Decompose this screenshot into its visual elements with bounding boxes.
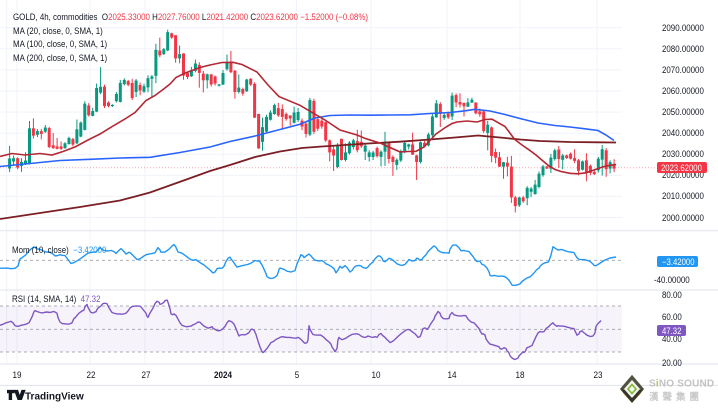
svg-text:SiNO SOUND: SiNO SOUND	[649, 379, 714, 390]
svg-text:漢聲集團: 漢聲集團	[649, 391, 703, 403]
svg-text:TradingView: TradingView	[25, 392, 84, 403]
